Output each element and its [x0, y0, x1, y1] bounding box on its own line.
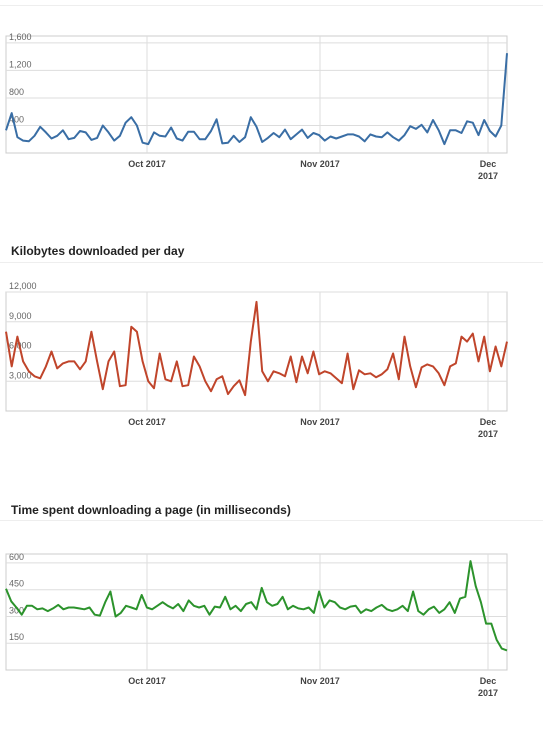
y-tick-label: 3,000 [9, 370, 32, 380]
x-tick-label: Oct 2017 [128, 417, 166, 427]
y-tick-label: 1,200 [9, 59, 32, 69]
x-tick-label: Dec 2017 [478, 159, 498, 181]
x-tick-label: Nov 2017 [300, 159, 340, 169]
x-tick-label: Oct 2017 [128, 159, 166, 169]
chart-3: 150 300 450 600 Oct 2017 Nov 2017 Dec 2017 [5, 552, 508, 698]
chart-2-top-rule [0, 262, 543, 263]
chart-1-top-rule [0, 5, 543, 6]
y-tick-label: 450 [9, 579, 24, 589]
x-tick-label: Dec 2017 [478, 417, 498, 439]
plot-frame [5, 553, 508, 671]
chart-3-top-rule [0, 520, 543, 521]
series-line [5, 560, 508, 652]
chart-1: 400 800 1,200 1,600 Oct 2017 Nov 2017 Dec 2017 [5, 32, 508, 181]
y-tick-label: 1,600 [9, 32, 32, 42]
y-tick-label: 800 [9, 87, 24, 97]
y-tick-label: 400 [9, 114, 24, 124]
x-tick-label: Nov 2017 [300, 676, 340, 686]
y-tick-label: 300 [9, 605, 24, 615]
series-line [5, 300, 508, 397]
y-tick-label: 12,000 [9, 281, 37, 291]
chart-2-title: Kilobytes downloaded per day [11, 244, 185, 258]
y-tick-label: 150 [9, 632, 24, 642]
y-tick-label: 600 [9, 552, 24, 562]
chart-3-title: Time spent downloading a page (in millis… [11, 503, 291, 517]
x-tick-label: Nov 2017 [300, 417, 340, 427]
y-tick-label: 9,000 [9, 311, 32, 321]
x-tick-label: Oct 2017 [128, 676, 166, 686]
x-tick-label: Dec 2017 [478, 676, 498, 698]
plot-frame [5, 35, 508, 154]
series-line [5, 53, 508, 146]
